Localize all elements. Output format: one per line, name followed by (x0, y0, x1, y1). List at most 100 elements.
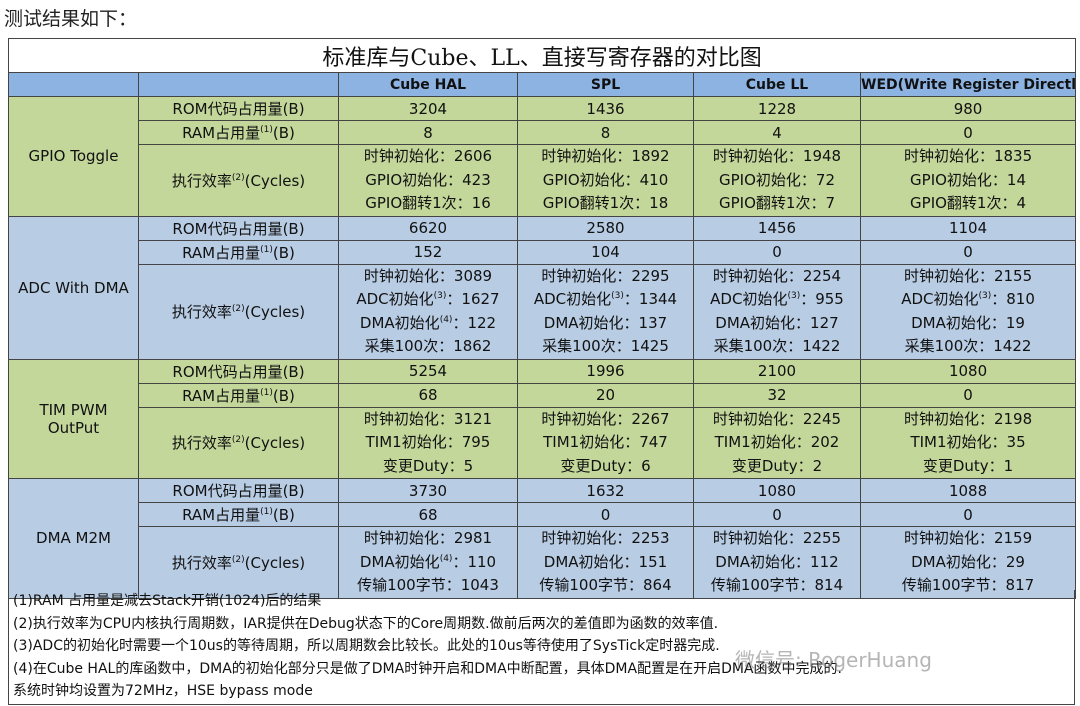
cell: 1088 (859, 478, 1077, 503)
superscript: (1) (260, 125, 273, 135)
cell: 2100 (693, 358, 861, 384)
cell-line: 变更Duty：6 (519, 455, 693, 478)
group-name-line: GPIO Toggle (28, 147, 119, 166)
text: 时钟初始化：2255 (712, 529, 842, 547)
cell-line: 变更Duty：2 (695, 455, 860, 478)
cell: 3204 (338, 96, 518, 121)
row-label: 执行效率(2)(Cycles) (138, 144, 339, 217)
text: ADC初始化 (901, 290, 979, 308)
text: 时钟初始化：2253 (541, 529, 670, 547)
text: TIM1初始化：35 (910, 433, 1026, 451)
cell: 5254 (338, 358, 518, 384)
data-row: 执行效率(2)(Cycles) 时钟初始化：2606 GPIO初始化：423 GPIO… (9, 144, 1077, 217)
cell-line: 采集100次：1862 (340, 335, 517, 358)
text: ：810 (991, 290, 1035, 308)
cell-line: GPIO翻转1次：4 (862, 192, 1075, 215)
cell: 0 (693, 502, 861, 527)
cell-line: 时钟初始化：2255 (695, 527, 860, 550)
text: 变更Duty：2 (731, 456, 823, 475)
text: (B) (272, 243, 295, 262)
footnote: 系统时钟均设置为72MHz，HSE bypass mode (13, 683, 313, 700)
text: 变更Duty：1 (922, 456, 1014, 475)
text: RAM占用量 (182, 386, 261, 405)
row-label: ROM代码占用量(B) (138, 478, 339, 503)
data-row: RAM占用量(1)(B) 68 0 0 0 (9, 502, 1077, 527)
text: ：955 (800, 290, 844, 308)
text: RAM占用量 (182, 506, 261, 524)
footnotes: (1)RAM 占用量是减去Stack开销(1024)后的结果 (2)执行效率为CP… (8, 590, 1075, 705)
cell: 0 (859, 120, 1077, 145)
cell-line: 时钟初始化：2155 (862, 265, 1075, 288)
text: (Cycles) (244, 171, 306, 190)
cell-line: DMA初始化：19 (862, 312, 1075, 336)
row-label: ROM代码占用量(B) (138, 358, 339, 384)
group-name: DMA M2M (8, 478, 139, 599)
cell-line: 时钟初始化：2267 (519, 408, 693, 431)
cell-line: 采集100次：1422 (862, 335, 1075, 358)
text: DMA初始化 (359, 552, 440, 571)
cell-line: TIM1初始化：35 (862, 431, 1075, 455)
superscript: (2) (231, 304, 245, 314)
text: 时钟初始化：3121 (363, 409, 493, 428)
cell: 时钟初始化：2245 TIM1初始化：202 变更Duty：2 (693, 406, 861, 479)
text: TIM1初始化：202 (714, 433, 840, 451)
text: RAM占用量 (182, 124, 261, 142)
header-cell (138, 72, 339, 97)
row-label: 执行效率(2)(Cycles) (138, 526, 339, 599)
text: 执行效率 (171, 553, 232, 572)
cell-line: 时钟初始化：2245 (695, 408, 860, 431)
group-name: TIM PWM OutPut (8, 358, 139, 479)
superscript: (3) (787, 291, 801, 301)
data-row: TIM PWM OutPut ROM代码占用量(B) 5254 1996 2100 1080 (8, 358, 1077, 479)
text: TIM1初始化：795 (365, 433, 491, 451)
text: GPIO初始化：14 (910, 170, 1027, 189)
cell: 时钟初始化：2159 DMA初始化：29 传输100字节：817 (859, 526, 1077, 599)
cell: 3730 (338, 478, 518, 503)
column-header: WED(Write Register Directly) (859, 72, 1077, 97)
cell: 4 (693, 120, 861, 145)
text: 时钟初始化：2155 (903, 266, 1033, 285)
text: 时钟初始化：2198 (903, 409, 1033, 428)
watermark: 微信号: RogerHuang (735, 648, 932, 672)
row-label: RAM占用量(1)(B) (138, 239, 339, 265)
text: DMA初始化：137 (543, 313, 668, 332)
row-label: RAM占用量(1)(B) (138, 382, 339, 408)
row-label: RAM占用量(1)(B) (138, 120, 339, 145)
text: DMA初始化：112 (715, 552, 839, 571)
text: 时钟初始化：2159 (903, 529, 1033, 547)
text: GPIO初始化：423 (365, 170, 491, 189)
text: ADC初始化 (356, 290, 434, 308)
table-title: 标准库与Cube、LL、直接写寄存器的对比图 (7, 38, 1077, 73)
text: ：1627 (446, 290, 500, 308)
footnote: (1)RAM 占用量是减去Stack开销(1024)后的结果 (13, 593, 322, 609)
text: GPIO初始化：72 (719, 170, 835, 189)
text: 采集100次：1425 (542, 337, 669, 355)
data-row: DMA M2M ROM代码占用量(B) 3730 1632 1080 1088 (8, 478, 1077, 599)
cell-line: 采集100次：1422 (695, 335, 860, 358)
cell-line: ADC初始化(3)：955 (695, 288, 860, 312)
cell-line: 时钟初始化：2198 (862, 408, 1075, 431)
text: GPIO翻转1次：16 (365, 194, 491, 212)
title-row: 标准库与Cube、LL、直接写寄存器的对比图 (7, 38, 1077, 73)
cell-line: GPIO翻转1次：7 (695, 192, 860, 215)
cell: 0 (859, 382, 1077, 408)
group-name-line: DMA M2M (36, 529, 111, 548)
cell-line: DMA初始化：151 (519, 551, 693, 575)
group-name-line: ADC With DMA (18, 278, 129, 297)
header-cell (8, 72, 139, 97)
cell-line: GPIO初始化：423 (340, 169, 517, 193)
cell: 时钟初始化：3089 ADC初始化(3)：1627 DMA初始化(4)：122 采集1… (338, 263, 518, 360)
cell: 时钟初始化：2254 ADC初始化(3)：955 DMA初始化：127 采集100次：… (693, 263, 861, 360)
text: (B) (272, 506, 295, 524)
data-row: 执行效率(2)(Cycles) 时钟初始化：3089 ADC初始化(3)：1627 D… (9, 263, 1077, 360)
data-row: 执行效率(2)(Cycles) 时钟初始化：3121 TIM1初始化：795 变更Du… (9, 406, 1077, 479)
cell-line: GPIO初始化：410 (519, 169, 693, 193)
column-header: Cube HAL (338, 72, 518, 97)
superscript: (3) (611, 291, 624, 301)
cell-line: TIM1初始化：202 (695, 431, 860, 455)
text: ：110 (452, 552, 497, 571)
cell-line: 传输100字节：817 (862, 574, 1075, 597)
text: 时钟初始化：2981 (363, 529, 493, 547)
text: 执行效率 (171, 171, 232, 190)
